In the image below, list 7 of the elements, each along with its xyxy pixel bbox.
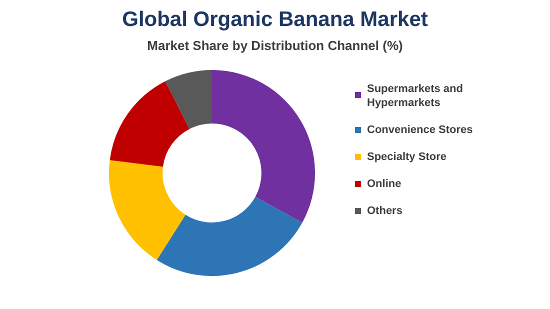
legend-label: Specialty Store [367, 150, 448, 164]
legend-label: Convenience Stores [367, 123, 474, 137]
chart-subtitle: Market Share by Distribution Channel (%) [146, 38, 404, 53]
chart-title: Global Organic Banana Market [121, 8, 429, 32]
legend-label: Online [367, 177, 402, 191]
legend-label: Others [367, 204, 404, 218]
legend-label: Supermarkets and Hypermarkets [367, 82, 464, 110]
